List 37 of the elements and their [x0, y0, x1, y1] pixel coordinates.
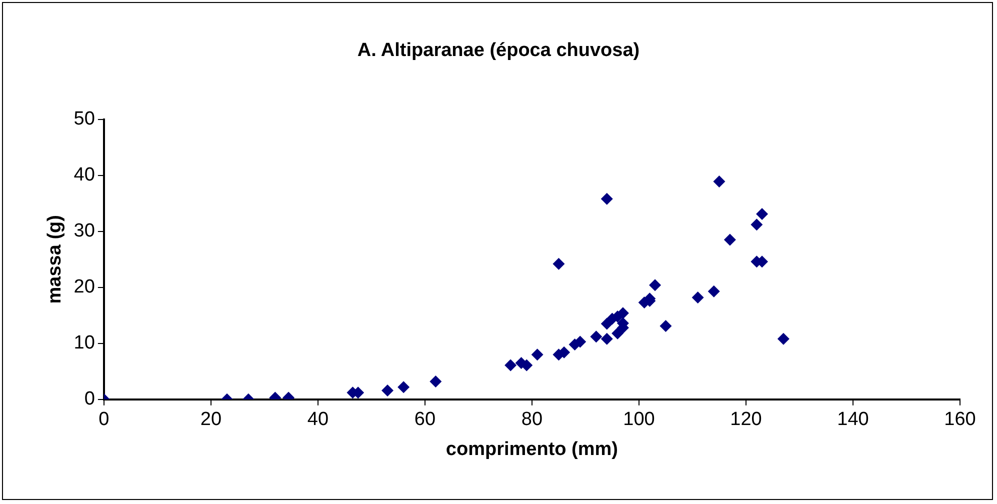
point — [600, 192, 613, 205]
point — [660, 320, 672, 332]
x-tick-label: 100 — [623, 409, 655, 430]
point — [600, 332, 613, 345]
x-tick-label: 160 — [944, 409, 976, 430]
point — [531, 348, 544, 361]
point — [590, 330, 602, 343]
y-axis-title: massa (g) — [44, 215, 66, 304]
point — [692, 291, 704, 304]
point — [756, 208, 768, 220]
point — [398, 381, 410, 394]
point — [612, 327, 624, 340]
y-tick-label: 0 — [84, 388, 95, 410]
x-tick-label: 140 — [837, 409, 869, 430]
x-axis-title: comprimento (mm) — [446, 438, 618, 460]
x-tick-label: 20 — [200, 409, 222, 430]
point — [724, 234, 736, 246]
point — [777, 332, 790, 345]
point — [430, 375, 442, 388]
point — [708, 285, 720, 298]
y-tick-label: 10 — [74, 332, 95, 354]
point — [382, 384, 394, 396]
x-tick-label: 40 — [307, 409, 329, 430]
point — [713, 176, 726, 188]
x-tick-label: 80 — [521, 409, 543, 430]
point — [504, 359, 517, 372]
y-tick-label: 20 — [74, 276, 95, 298]
chart-title: A. Altiparanae (época chuvosa) — [356, 40, 641, 62]
point — [750, 218, 763, 231]
y-tick-label: 50 — [74, 108, 95, 130]
point — [649, 279, 662, 292]
x-tick-label: 0 — [98, 409, 110, 430]
x-tick-label: 120 — [730, 409, 762, 430]
y-tick-label: 40 — [74, 164, 95, 186]
y-tick-label: 30 — [74, 220, 95, 242]
point — [552, 258, 565, 270]
x-tick-label: 60 — [414, 409, 436, 430]
